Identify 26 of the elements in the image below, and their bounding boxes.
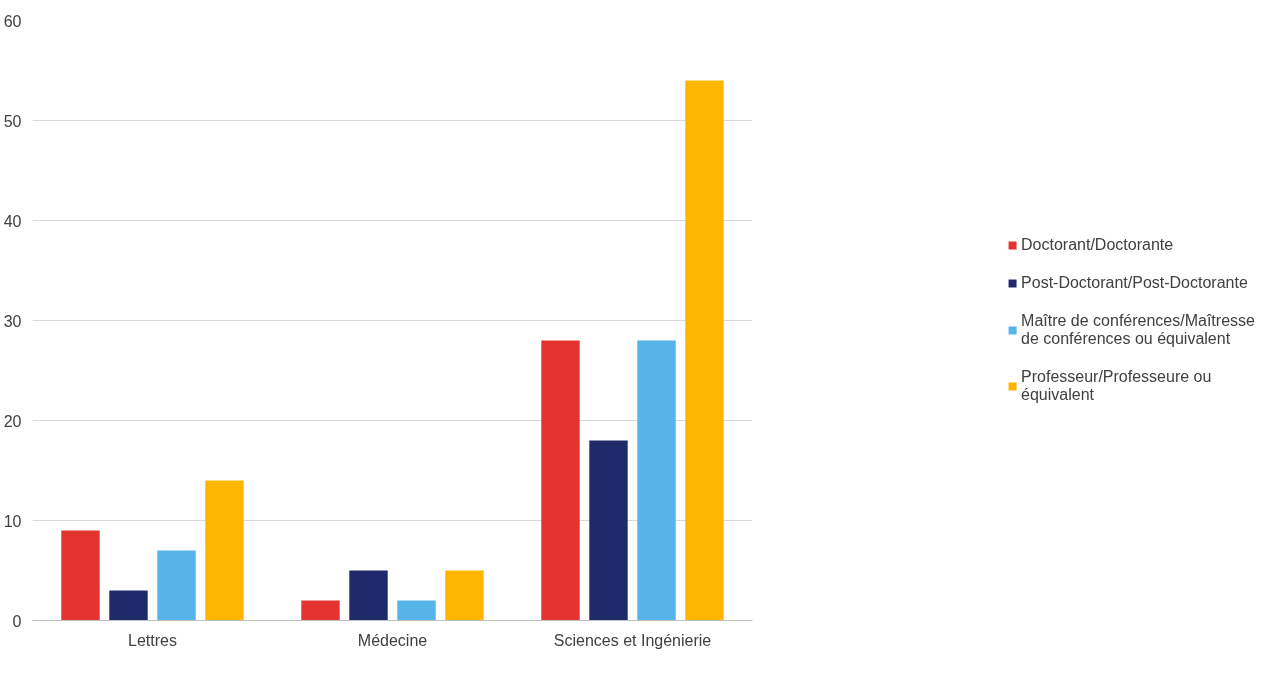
bar — [397, 600, 436, 621]
y-tick-label: 50 — [3, 112, 22, 130]
bar — [109, 590, 148, 621]
x-tick-label: Médecine — [357, 631, 428, 649]
legend-label: Professeur/Professeure ou équivalent — [1021, 368, 1212, 404]
y-tick-label: 40 — [3, 212, 22, 230]
x-tick-label: Lettres — [128, 631, 177, 649]
legend-label: Maître de conférences/Maîtresse de conférences ou équivalent — [1021, 312, 1255, 348]
y-tick-label: 10 — [3, 512, 22, 530]
bar — [541, 340, 580, 621]
legend-label: Doctorant/Doctorante — [1021, 236, 1174, 254]
x-tick-label: Sciences et Ingénierie — [553, 631, 712, 649]
y-tick-label: 0 — [12, 612, 22, 630]
bar — [61, 530, 100, 621]
bar — [445, 570, 484, 621]
bar — [589, 440, 628, 621]
bar — [157, 550, 196, 621]
legend-label: Post-Doctorant/Post-Doctorante — [1021, 274, 1248, 292]
bar — [349, 570, 388, 621]
bar — [205, 480, 244, 621]
bar — [301, 600, 340, 621]
y-tick-label: 60 — [3, 12, 22, 30]
y-tick-label: 20 — [3, 412, 22, 430]
bar — [637, 340, 676, 621]
bar — [685, 80, 724, 621]
y-tick-label: 30 — [3, 312, 22, 330]
